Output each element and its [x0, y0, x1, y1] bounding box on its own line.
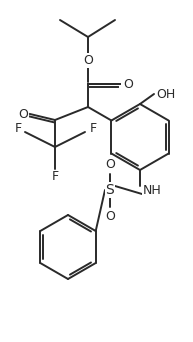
- Text: F: F: [89, 122, 96, 135]
- Text: F: F: [14, 122, 22, 135]
- Text: S: S: [106, 183, 114, 197]
- Text: O: O: [18, 107, 28, 120]
- Text: NH: NH: [143, 184, 161, 197]
- Text: O: O: [83, 53, 93, 66]
- Text: O: O: [105, 210, 115, 223]
- Text: O: O: [123, 78, 133, 91]
- Text: F: F: [52, 171, 58, 184]
- Text: OH: OH: [156, 88, 176, 101]
- Text: O: O: [105, 158, 115, 171]
